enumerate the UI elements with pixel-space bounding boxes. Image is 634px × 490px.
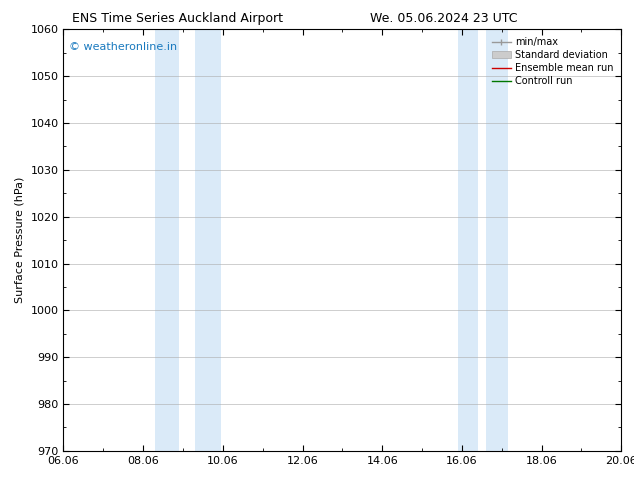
- Bar: [195, 29, 221, 451]
- Text: ENS Time Series Auckland Airport: ENS Time Series Auckland Airport: [72, 12, 283, 25]
- Legend: min/max, Standard deviation, Ensemble mean run, Controll run: min/max, Standard deviation, Ensemble me…: [489, 34, 616, 89]
- Bar: [458, 29, 478, 451]
- Bar: [486, 29, 508, 451]
- Text: © weatheronline.in: © weatheronline.in: [69, 42, 177, 52]
- Bar: [155, 29, 179, 451]
- Text: We. 05.06.2024 23 UTC: We. 05.06.2024 23 UTC: [370, 12, 517, 25]
- Y-axis label: Surface Pressure (hPa): Surface Pressure (hPa): [15, 177, 25, 303]
